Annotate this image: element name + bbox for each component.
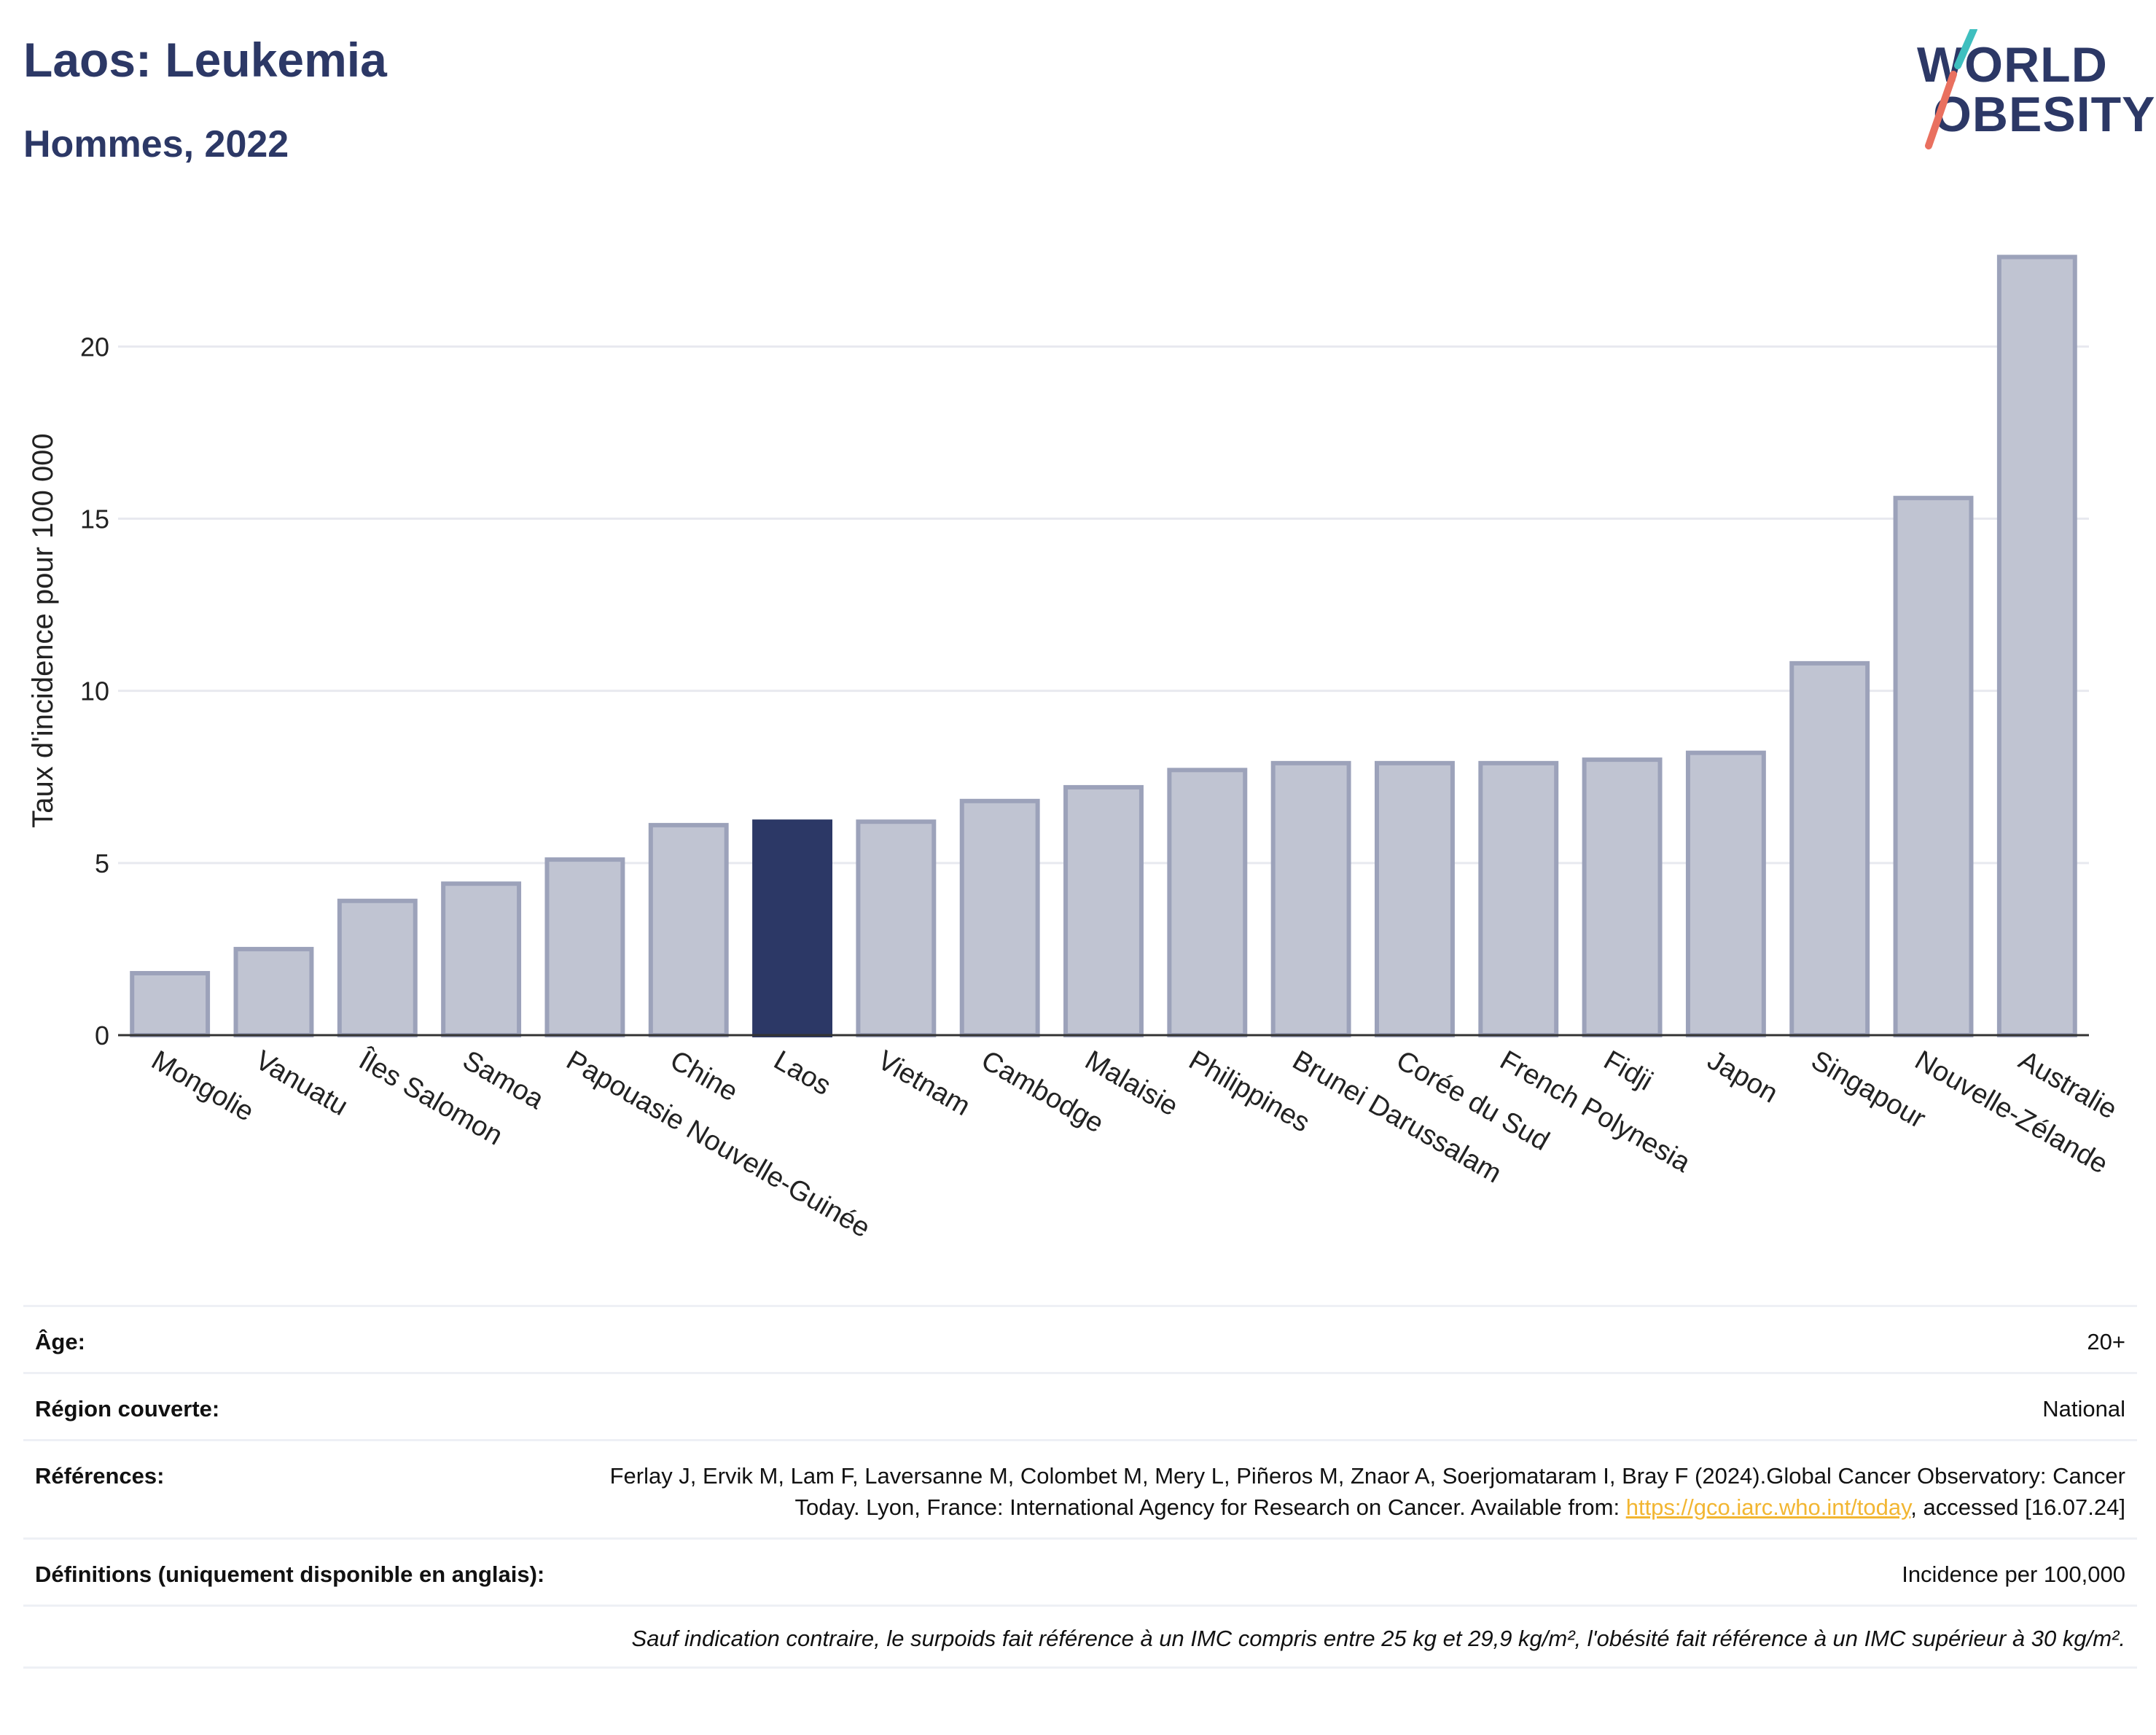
y-tick-label: 5 — [95, 849, 109, 878]
bar-13 — [1478, 760, 1559, 1037]
x-tick-label: Nouvelle-Zélande — [1910, 1045, 2113, 1180]
age-value: 20+ — [2087, 1329, 2125, 1354]
logo-text-obesity: OBESITY — [1933, 87, 2156, 142]
references-text: Ferlay J, Ervik M, Lam F, Laversanne M, … — [609, 1463, 2125, 1520]
bar-9 — [1063, 784, 1144, 1038]
bar-6 — [752, 819, 832, 1037]
y-tick-label: 15 — [80, 504, 109, 534]
world-obesity-logo: WORLD OBESITY — [1902, 29, 2155, 153]
references-label: Références: — [35, 1463, 165, 1489]
bar-8 — [959, 798, 1040, 1038]
bar-12 — [1375, 760, 1455, 1037]
region-label: Région couverte: — [35, 1396, 220, 1422]
references-accessed: , accessed [16.07.24] — [1910, 1494, 2125, 1520]
x-tick-label: Laos — [769, 1045, 836, 1102]
bar-1 — [233, 946, 314, 1038]
y-tick-label: 0 — [95, 1021, 109, 1050]
x-tick-label: Japon — [1702, 1045, 1783, 1109]
info-row-age: Âge: 20+ — [23, 1305, 2137, 1372]
bar-7 — [856, 819, 937, 1037]
bars — [130, 254, 2077, 1038]
x-tick-label: Fidji — [1598, 1045, 1657, 1096]
x-tick-label: Singapour — [1806, 1045, 1931, 1134]
page-subtitle: Hommes, 2022 — [23, 123, 289, 165]
definitions-value: Incidence per 100,000 — [1902, 1562, 2125, 1587]
bar-11 — [1270, 760, 1351, 1037]
x-tick-label: Mongolie — [147, 1045, 259, 1127]
region-value: National — [2042, 1396, 2125, 1422]
x-tick-label: Vietnam — [872, 1045, 975, 1122]
info-table: Âge: 20+ Région couverte: National Référ… — [23, 1305, 2137, 1669]
footnote: Sauf indication contraire, le surpoids f… — [631, 1626, 2125, 1651]
logo-slash-icon — [1925, 29, 1977, 149]
bar-5 — [648, 822, 729, 1037]
bar-14 — [1582, 757, 1663, 1038]
definitions-label: Définitions (uniquement disponible en an… — [35, 1562, 545, 1587]
bar-15 — [1685, 750, 1766, 1037]
bar-2 — [337, 898, 418, 1037]
bar-3 — [441, 881, 522, 1038]
bar-10 — [1167, 768, 1248, 1037]
x-tick-label: French Polynesia — [1495, 1045, 1696, 1179]
x-tick-label: Chine — [665, 1045, 743, 1107]
bar-16 — [1789, 660, 1870, 1037]
info-row-references: Références: Ferlay J, Ervik M, Lam F, La… — [23, 1439, 2137, 1537]
info-row-note: Sauf indication contraire, le surpoids f… — [23, 1605, 2137, 1669]
bar-17 — [1893, 496, 1974, 1037]
bar-chart: 0 5 10 15 20 Taux d'incidence pour 100 000 Mon… — [27, 254, 2122, 1244]
x-tick-label: Vanuatu — [250, 1045, 353, 1122]
info-row-definitions: Définitions (uniquement disponible en an… — [23, 1537, 2137, 1605]
references-value: Ferlay J, Ervik M, Lam F, Laversanne M, … — [558, 1460, 2125, 1523]
bar-4 — [544, 857, 625, 1037]
bar-0 — [130, 970, 211, 1038]
y-tick-label: 10 — [80, 677, 109, 706]
info-row-region: Région couverte: National — [23, 1372, 2137, 1439]
bar-18 — [1996, 254, 2077, 1038]
age-label: Âge: — [35, 1329, 85, 1354]
page-title: Laos: Leukemia — [23, 33, 387, 87]
y-axis-title: Taux d'incidence pour 100 000 — [27, 433, 59, 827]
y-tick-label: 20 — [80, 332, 109, 362]
references-link[interactable]: https://gco.iarc.who.int/today — [1625, 1494, 1911, 1520]
